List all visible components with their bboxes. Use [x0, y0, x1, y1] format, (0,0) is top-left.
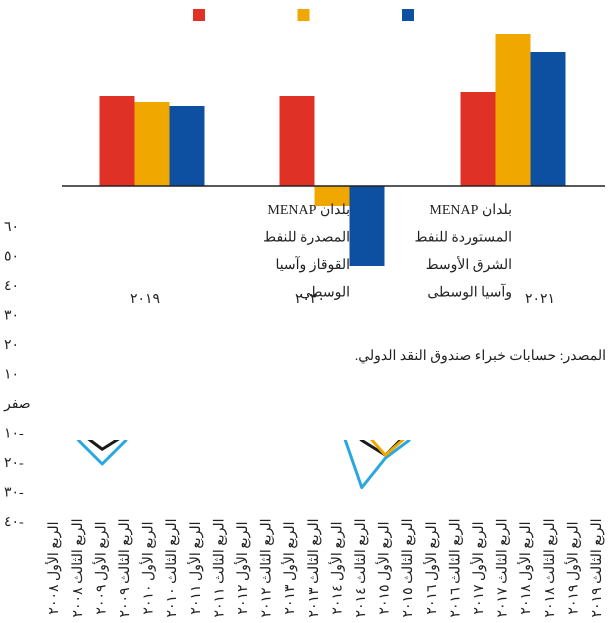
- legend-text: القوقاز وآسيا: [275, 255, 350, 273]
- bar: [134, 102, 170, 186]
- x-tick-label: الربع الأول ٢٠٠٨: [44, 521, 62, 614]
- y-tick-label: ٥٠: [4, 250, 19, 265]
- x-tick-label: الربع الثالث ٢٠١٦: [448, 519, 463, 618]
- legend-swatch: [402, 9, 414, 21]
- bar: [460, 92, 496, 186]
- y-tick-label: ٦٠: [4, 220, 19, 235]
- y-tick-label: ٤٠: [4, 279, 19, 294]
- legend-swatch: [297, 9, 310, 21]
- x-tick-label: الربع الثالث ٢٠١٧: [496, 519, 511, 618]
- x-tick-label: الربع الثالث ٢٠١٠: [165, 519, 180, 618]
- bar: [279, 96, 315, 186]
- source-note: المصدر: حسابات خبراء صندوق النقد الدولي.: [355, 349, 606, 364]
- x-tick-label: الربع الثالث ٢٠١١: [212, 519, 227, 618]
- y-tick-label: ٣٠: [4, 309, 19, 324]
- x-tick-label: الربع الأول ٢٠١٤: [327, 521, 345, 614]
- bar: [314, 186, 350, 206]
- y-tick-label: ١٠-: [4, 427, 24, 442]
- y-tick-label: صفر: [3, 397, 31, 412]
- x-tick-label: الربع الأول ٢٠١٦: [422, 521, 440, 614]
- category-label: ٢٠٢٠: [295, 292, 325, 307]
- bar: [99, 96, 135, 186]
- x-tick-label: الربع الثالث ٢٠١٥: [401, 519, 416, 618]
- legend-text: المصدرة للنفط: [263, 231, 350, 246]
- x-tick-label: الربع الأول ٢٠١٢: [233, 521, 251, 614]
- x-tick-label: الربع الأول ٢٠١٩: [563, 521, 581, 614]
- category-label: ٢٠٢١: [525, 292, 555, 307]
- bar: [495, 34, 531, 186]
- y-tick-label: ٢٠-: [4, 456, 24, 471]
- y-tick-label: ١٠: [4, 368, 19, 383]
- x-tick-label: الربع الأول ٢٠١٨: [516, 521, 534, 614]
- bar: [349, 186, 385, 266]
- x-tick-label: الربع الثالث ٢٠١٢: [260, 519, 275, 618]
- x-tick-label: الربع الأول ٢٠١٣: [280, 521, 298, 614]
- legend-swatch: [193, 9, 205, 21]
- legend-text: بلدان MENAP: [429, 203, 512, 218]
- legend-text: بلدان MENAP: [267, 203, 350, 218]
- x-tick-label: الربع الثالث ٢٠٠٩: [118, 519, 133, 618]
- x-tick-label: الربع الثالث ٢٠١٣: [307, 519, 322, 618]
- x-tick-label: الربع الثالث ٢٠١٤: [354, 519, 369, 618]
- category-label: ٢٠١٩: [130, 292, 160, 307]
- y-tick-label: ٢٠: [4, 338, 19, 353]
- x-tick-label: الربع الأول ٢٠١٠: [139, 521, 157, 614]
- x-tick-label: الربع الأول ٢٠١٥: [375, 521, 393, 614]
- bar-chart: ٢٠١٩ ٢٠٢٠ ٢٠٢١ بلدان MENAP المصدرة للنفط القو…: [62, 9, 606, 364]
- x-tick-label: الربع الأول ٢٠١١: [186, 521, 204, 614]
- legend-text: الشرق الأوسط: [426, 255, 512, 273]
- x-tick-label: الربع الأول ٢٠١٧: [469, 521, 487, 614]
- y-tick-label: ٣٠-: [4, 486, 24, 501]
- legend-text: المستوردة للنفط: [414, 231, 512, 246]
- legend-text: وآسيا الوسطى: [427, 283, 512, 301]
- x-tick-label: الربع الثالث ٢٠١٩: [590, 519, 605, 618]
- bar: [169, 106, 205, 186]
- bar: [530, 52, 566, 186]
- x-tick-label: الربع الثالث ٢٠١٨: [543, 519, 558, 618]
- x-tick-label: الربع الأول ٢٠٠٩: [91, 521, 109, 614]
- x-tick-label: الربع الثالث ٢٠٠٨: [71, 519, 86, 618]
- legend-text: الوسطى: [300, 286, 350, 301]
- y-tick-label: ٤٠-: [4, 515, 24, 530]
